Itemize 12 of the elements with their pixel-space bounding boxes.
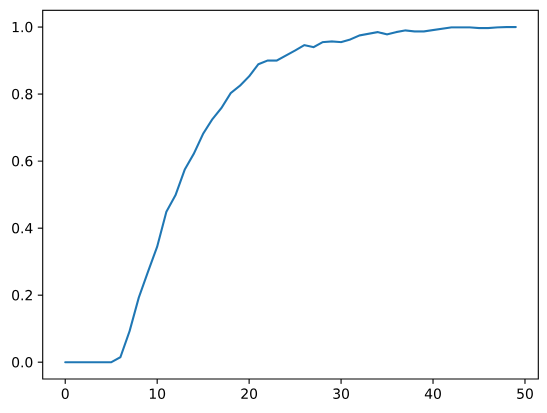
y-tick-label: 0.0	[12, 356, 32, 368]
x-tick-label: 10	[150, 388, 166, 399]
x-tick-label: 20	[241, 388, 258, 399]
y-tick-label: 1.0	[12, 22, 32, 32]
y-tick-label: 0.6	[12, 156, 32, 166]
y-tick-label: 0.2	[12, 290, 32, 300]
y-tick-label: 0.8	[12, 88, 32, 100]
x-tick-label: 0	[62, 388, 69, 399]
y-tick-label: 0.4	[12, 222, 32, 234]
x-tick-label: 40	[424, 388, 441, 399]
x-tick-label: 50	[517, 388, 533, 399]
x-tick-label: 30	[333, 388, 349, 399]
